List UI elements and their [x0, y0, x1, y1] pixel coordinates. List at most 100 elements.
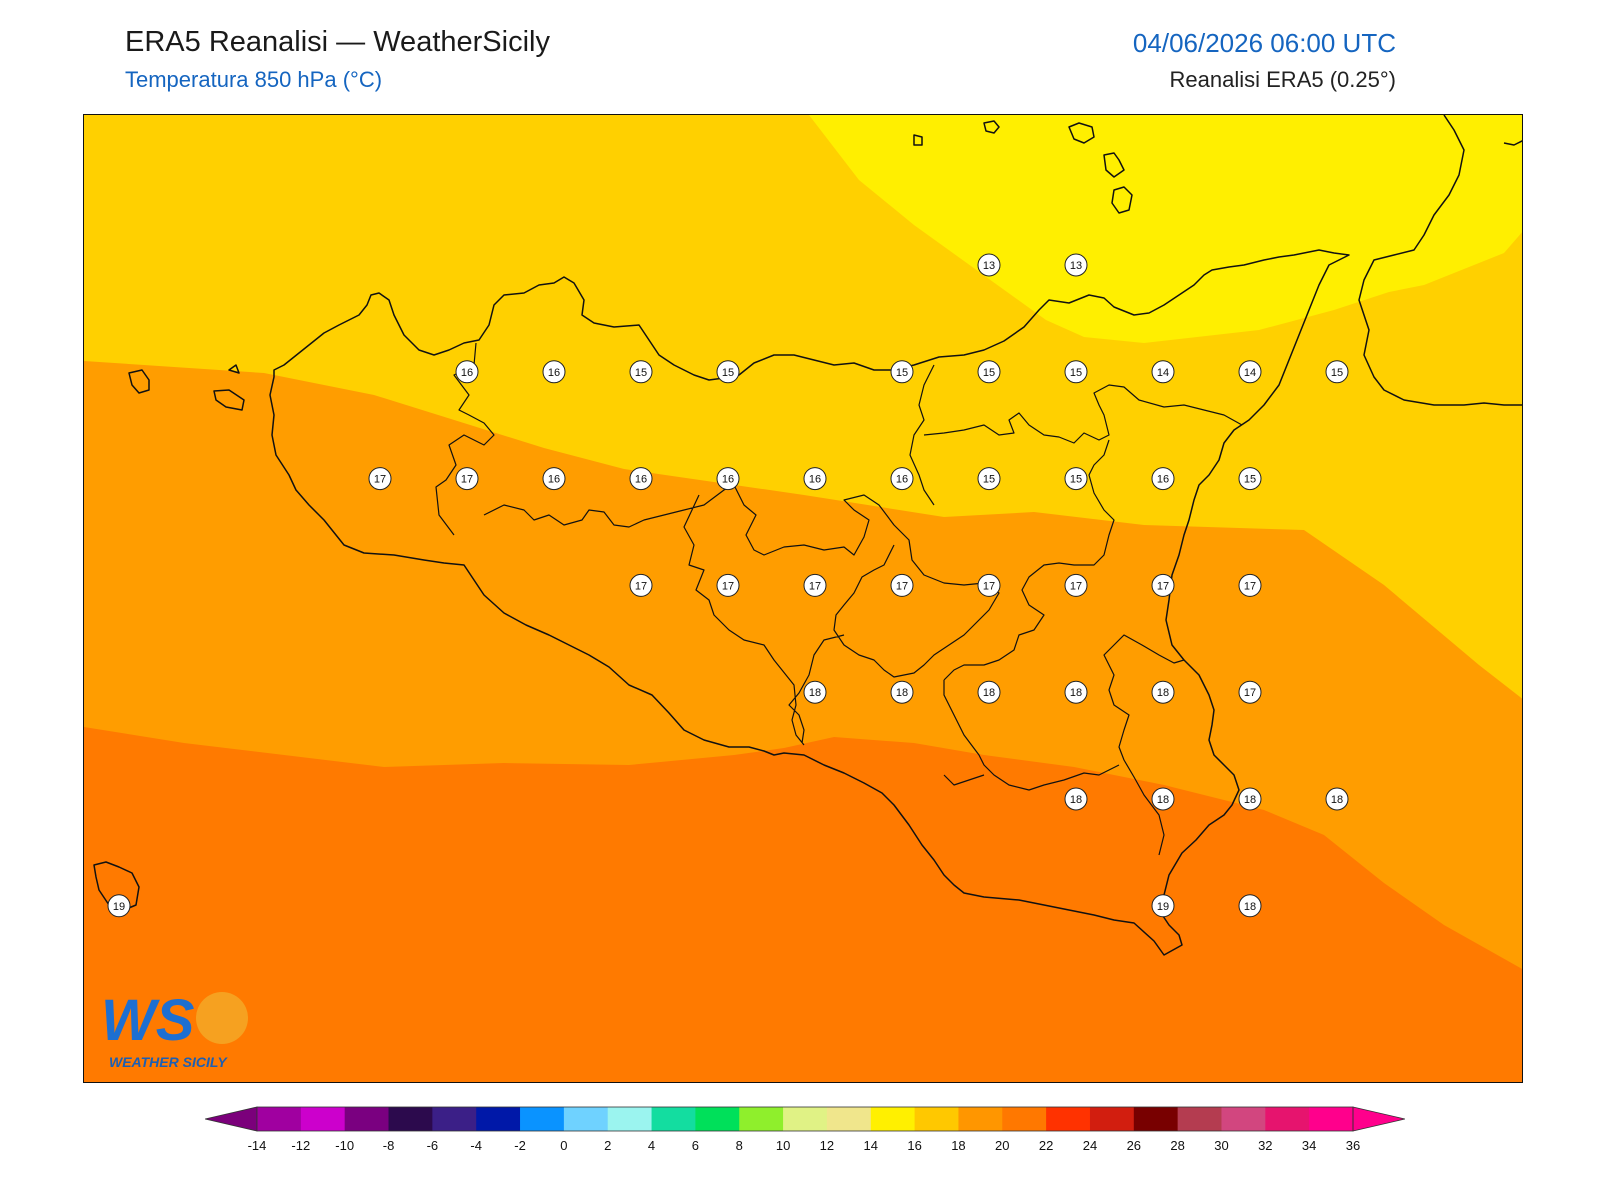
station-value: 17	[1157, 580, 1169, 592]
station-circle	[1238, 573, 1262, 597]
station-value: 18	[1244, 901, 1256, 913]
station-marker: 19	[107, 894, 131, 918]
station-circle	[890, 467, 914, 491]
station-marker: 18	[1238, 894, 1262, 918]
field-12-14	[809, 115, 1522, 343]
colorbar-tick-label: 2	[604, 1138, 612, 1153]
station-value: 17	[635, 580, 647, 592]
station-circle	[977, 253, 1001, 277]
station-marker: 17	[1238, 680, 1262, 704]
station-circle	[629, 573, 653, 597]
station-circle	[368, 467, 392, 491]
colorbar-swatch	[958, 1107, 1003, 1131]
colorbar-swatch	[388, 1107, 433, 1131]
station-circle	[803, 680, 827, 704]
map-subtitle: Temperatura 850 hPa (°C)	[125, 67, 383, 92]
station-circle	[977, 360, 1001, 384]
station-marker: 17	[1151, 573, 1175, 597]
colorbar-swatch	[563, 1107, 609, 1131]
station-circle	[977, 680, 1001, 704]
station-value: 18	[809, 687, 821, 699]
station-value: 15	[983, 367, 995, 379]
colorbar-swatch	[1265, 1107, 1310, 1131]
station-value: 17	[896, 580, 908, 592]
station-value: 17	[1244, 580, 1256, 592]
station-circle	[1238, 787, 1262, 811]
colorbar-swatch	[476, 1107, 521, 1131]
station-marker: 18	[977, 680, 1001, 704]
station-marker: 17	[455, 467, 479, 491]
station-marker: 18	[803, 680, 827, 704]
station-marker: 17	[977, 573, 1001, 597]
station-marker: 15	[1238, 467, 1262, 491]
station-value: 16	[548, 474, 560, 486]
station-marker: 16	[542, 467, 566, 491]
weather-sicily-logo: WS WEATHER SICILY	[97, 985, 257, 1075]
station-marker: 13	[977, 253, 1001, 277]
colorbar-tick-label: -14	[247, 1138, 267, 1153]
station-value: 15	[896, 367, 908, 379]
station-value: 14	[1157, 367, 1169, 379]
colorbar-tick-label: 4	[647, 1138, 656, 1153]
station-circle	[1238, 894, 1262, 918]
station-value: 17	[722, 580, 734, 592]
colorbar-tick-label: 20	[995, 1138, 1010, 1153]
colorbar-max-arrow	[1352, 1106, 1406, 1132]
colorbar-tick-label: 26	[1126, 1138, 1142, 1153]
station-circle	[1064, 787, 1088, 811]
station-circle	[1151, 360, 1175, 384]
station-circle	[1151, 467, 1175, 491]
station-value: 15	[722, 367, 734, 379]
station-marker: 18	[1064, 680, 1088, 704]
station-value: 19	[1157, 901, 1169, 913]
colorbar-swatch	[783, 1107, 828, 1131]
station-marker: 15	[1064, 467, 1088, 491]
colorbar-tick-label: 34	[1301, 1138, 1317, 1153]
colorbar-tick-label: 24	[1082, 1138, 1098, 1153]
station-marker: 16	[455, 360, 479, 384]
station-circle	[1238, 360, 1262, 384]
colorbar-swatch	[870, 1107, 916, 1131]
colorbar-tick-label: -2	[514, 1138, 526, 1153]
station-circle	[1064, 253, 1088, 277]
station-circle	[716, 467, 740, 491]
colorbar-min-arrow	[204, 1106, 258, 1132]
station-circle	[1151, 894, 1175, 918]
colorbar-tick-label: 22	[1038, 1138, 1054, 1153]
station-marker: 17	[890, 573, 914, 597]
colorbar-swatch	[520, 1107, 565, 1131]
station-value: 15	[1331, 367, 1343, 379]
map-title: ERA5 Reanalisi — WeatherSicily	[125, 26, 550, 58]
station-marker: 16	[803, 467, 827, 491]
station-value: 18	[1070, 794, 1082, 806]
colorbar-swatch	[300, 1107, 346, 1131]
station-circle	[1151, 680, 1175, 704]
station-value: 18	[1157, 687, 1169, 699]
station-marker: 17	[1238, 573, 1262, 597]
station-value: 16	[896, 474, 908, 486]
station-circle	[1325, 787, 1349, 811]
colorbar-swatch	[1133, 1107, 1179, 1131]
station-circle	[1064, 467, 1088, 491]
valid-datetime: 04/06/2026 06:00 UTC	[1132, 28, 1396, 58]
colorbar-tick-label: -6	[426, 1138, 439, 1153]
data-source: Reanalisi ERA5 (0.25°)	[1169, 67, 1396, 92]
station-circle	[629, 467, 653, 491]
station-marker: 17	[368, 467, 392, 491]
station-value: 17	[809, 580, 821, 592]
colorbar-tick-label: 28	[1170, 1138, 1185, 1153]
station-circle	[455, 360, 479, 384]
field-18-20	[84, 727, 1522, 1082]
station-value: 19	[113, 901, 125, 913]
station-circle	[890, 680, 914, 704]
station-marker: 14	[1151, 360, 1175, 384]
station-circle	[455, 467, 479, 491]
pantelleria	[93, 861, 140, 911]
station-circle	[890, 360, 914, 384]
station-marker: 13	[1064, 253, 1088, 277]
station-circle	[803, 573, 827, 597]
colorbar-svg	[204, 1106, 1406, 1132]
station-circle	[977, 573, 1001, 597]
station-value: 16	[635, 474, 647, 486]
station-marker: 16	[629, 467, 653, 491]
